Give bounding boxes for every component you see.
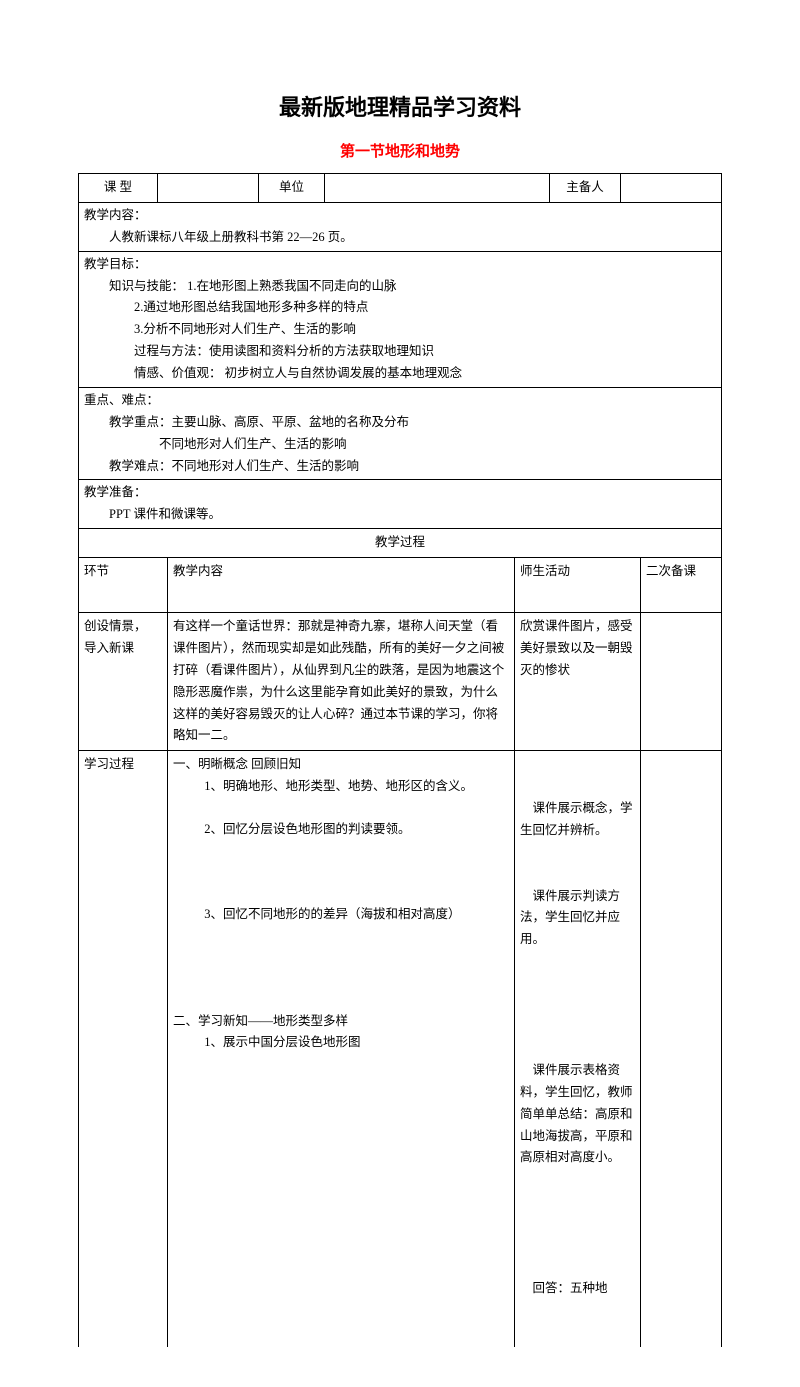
intro-activity: 欣赏课件图片，感受美好景致以及一朝毁灭的惨状 [515,613,641,751]
process-row-study: 学习过程 一、明晰概念 回顾旧知 1、明确地形、地形类型、地势、地形区的含义。 … [79,751,722,1347]
study-a1: 课件展示概念，学生回忆并辨析。 [520,798,635,842]
study-c5: 二、学习新知——地形类型多样 [173,1011,509,1033]
col-note-label: 二次备课 [641,558,722,613]
prep-row: 教学准备： PPT 课件和微课等。 [79,480,722,529]
teach-content-body: 人教新课标八年级上册教科书第 22—26 页。 [84,227,716,249]
intro-env-l2: 导入新课 [84,638,162,660]
intro-note [641,613,722,751]
process-table: 环节 教学内容 师生活动 二次备课 创设情景， 导入新课 有这样一个童话世界：那… [78,558,722,1347]
study-a3: 课件展示表格资料，学生回忆，教师简单单总结：高原和山地海拔高，平原和高原相对高度… [520,1060,635,1169]
prep-body: PPT 课件和微课等。 [84,504,716,526]
study-a2: 课件展示判读方法，学生回忆并应用。 [520,886,635,952]
teach-content-row: 教学内容： 人教新课标八年级上册教科书第 22—26 页。 [79,202,722,251]
process-row-intro: 创设情景， 导入新课 有这样一个童话世界：那就是神奇九寨，堪称人间天堂（看课件图… [79,613,722,751]
keypoints-l2: 不同地形对人们生产、生活的影响 [84,434,716,456]
intro-content: 有这样一个童话世界：那就是神奇九寨，堪称人间天堂（看课件图片），然而现实却是如此… [168,613,515,751]
col-activity-label: 师生活动 [515,558,641,613]
study-c6: 1、展示中国分层设色地形图 [173,1032,509,1054]
study-a4: 回答：五种地 [520,1278,635,1300]
col-content-label: 教学内容 [168,558,515,613]
goals-label: 教学目标： [84,254,716,276]
study-c4: 3、回忆不同地形的的差异（海拔和相对高度） [173,904,509,926]
process-header-row: 环节 教学内容 师生活动 二次备课 [79,558,722,613]
main-title: 最新版地理精品学习资料 [78,90,722,122]
header-row: 课 型 单位 主备人 [79,174,722,203]
sub-title: 第一节地形和地势 [78,140,722,161]
keypoints-l3: 教学难点：不同地形对人们生产、生活的影响 [84,456,716,478]
study-note [641,751,722,1347]
intro-env-l1: 创设情景， [84,616,162,638]
study-env: 学习过程 [79,751,168,1347]
process-label-row: 教学过程 [79,529,722,558]
lesson-table: 课 型 单位 主备人 教学内容： 人教新课标八年级上册教科书第 22—26 页。… [78,173,722,558]
hdr-course-type-value [158,174,259,203]
keypoints-l1: 教学重点：主要山脉、高原、平原、盆地的名称及分布 [84,412,716,434]
teach-content-label: 教学内容： [84,205,716,227]
keypoints-row: 重点、难点： 教学重点：主要山脉、高原、平原、盆地的名称及分布 不同地形对人们生… [79,387,722,480]
hdr-preparer-value [621,174,722,203]
process-label: 教学过程 [79,529,722,558]
goals-l3: 3.分析不同地形对人们生产、生活的影响 [84,319,716,341]
goals-l1: 知识与技能： 1.在地形图上熟悉我国不同走向的山脉 [84,276,716,298]
hdr-unit-label: 单位 [259,174,325,203]
hdr-preparer-label: 主备人 [550,174,621,203]
intro-env: 创设情景， 导入新课 [79,613,168,751]
keypoints-label: 重点、难点： [84,390,716,412]
goals-l2: 2.通过地形图总结我国地形多种多样的特点 [84,297,716,319]
study-c2: 1、明确地形、地形类型、地势、地形区的含义。 [173,776,509,798]
study-c3: 2、回忆分层设色地形图的判读要领。 [173,819,509,841]
goals-l5: 情感、价值观： 初步树立人与自然协调发展的基本地理观念 [84,363,716,385]
goals-l4: 过程与方法：使用读图和资料分析的方法获取地理知识 [84,341,716,363]
study-c1: 一、明晰概念 回顾旧知 [173,754,509,776]
goals-row: 教学目标： 知识与技能： 1.在地形图上熟悉我国不同走向的山脉 2.通过地形图总… [79,251,722,387]
col-env-label: 环节 [79,558,168,613]
prep-label: 教学准备： [84,482,716,504]
hdr-course-type-label: 课 型 [79,174,158,203]
hdr-unit-value [325,174,550,203]
